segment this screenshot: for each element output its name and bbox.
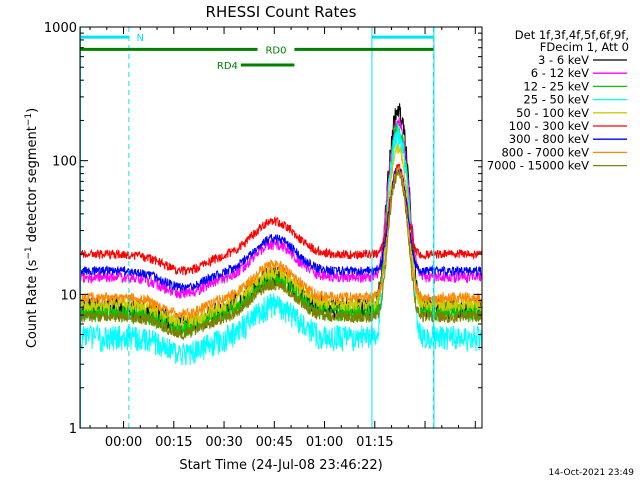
legend-label-9: 7000 - 15000 keV xyxy=(487,159,589,173)
series-line-9 xyxy=(80,170,482,341)
x-tick-label: 01:00 xyxy=(306,435,343,450)
legend-label-8: 800 - 7000 keV xyxy=(501,145,589,159)
x-tick-label: 00:45 xyxy=(256,435,293,450)
y-tick-label: 100 xyxy=(52,155,77,170)
chart-title: RHESSI Count Rates xyxy=(206,3,357,21)
state-bar-label-rd4: RD4 xyxy=(217,61,238,72)
generation-timestamp: 14-Oct-2021 23:49 xyxy=(549,468,635,478)
x-tick-label: 00:30 xyxy=(205,435,242,450)
y-tick-label: 1000 xyxy=(44,21,77,36)
axes-layer: 00:00 00:15 00:30 00:45 01:00 01:15 1 10 100 1000 xyxy=(44,21,483,450)
series-line-7 xyxy=(80,167,482,292)
plot-frame xyxy=(79,26,483,429)
legend-label-6: 100 - 300 keV xyxy=(509,119,589,133)
legend-label-5: 50 - 100 keV xyxy=(516,106,589,120)
legend-label-1: 3 - 6 keV xyxy=(538,53,589,67)
legend-label-2: 6 - 12 keV xyxy=(531,66,589,80)
data-layer: N RD0 RD4 xyxy=(80,27,482,428)
y-axis-label: Count Rate (s−1 detector segment−1) xyxy=(24,108,40,348)
legend-label-3: 12 - 25 keV xyxy=(523,79,589,93)
state-bar-label-rd0: RD0 xyxy=(265,45,286,56)
x-axis-label: Start Time (24-Jul-08 23:46:22) xyxy=(179,458,382,473)
y-tick-label: 1 xyxy=(69,422,77,437)
legend-header-decimation: FDecim 1, Att 0 xyxy=(540,40,629,54)
legend-label-4: 25 - 50 keV xyxy=(523,93,589,107)
series-line-6 xyxy=(80,163,482,276)
plot-area xyxy=(80,27,482,428)
x-tick-label: 00:15 xyxy=(155,435,192,450)
legend-label-7: 300 - 800 keV xyxy=(509,132,589,146)
x-tick-label: 01:15 xyxy=(356,435,393,450)
series-line-8 xyxy=(80,166,482,321)
y-tick-label: 10 xyxy=(60,288,77,303)
state-bar-label-n: N xyxy=(137,33,144,44)
legend-header-detectors: Det 1f,3f,4f,5f,6f,9f, xyxy=(515,28,629,42)
x-tick-label: 00:00 xyxy=(105,435,142,450)
